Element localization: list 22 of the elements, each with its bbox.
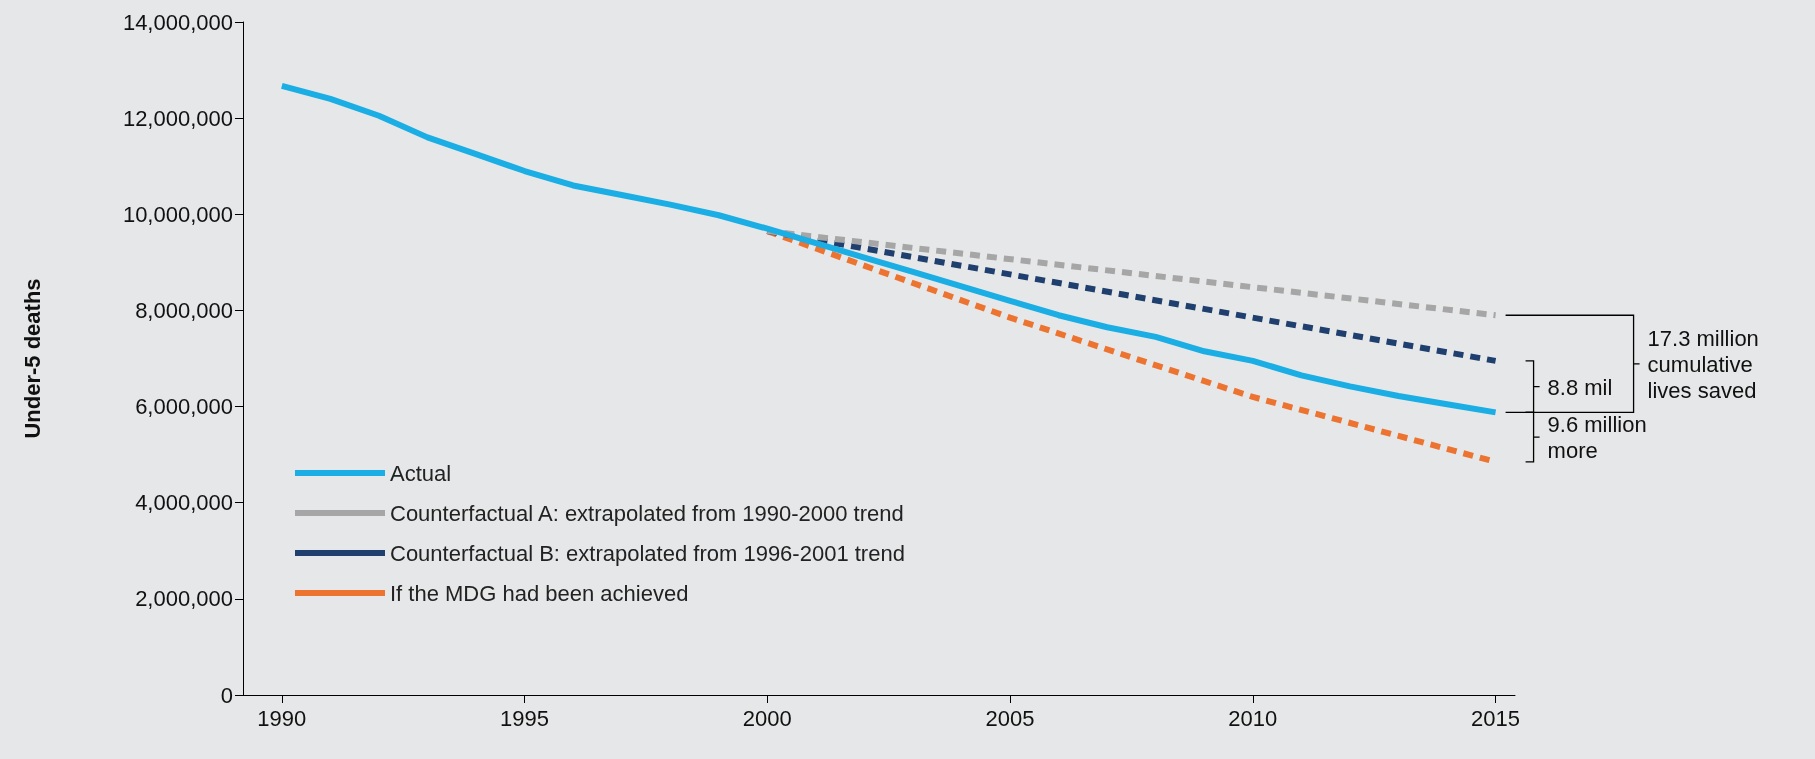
y-tick-label: 4,000,000 bbox=[135, 490, 233, 516]
y-tick-label: 12,000,000 bbox=[122, 105, 233, 131]
y-tick-label: 10,000,000 bbox=[122, 201, 233, 227]
text: 8.8 mil bbox=[1547, 374, 1613, 400]
text: 9.6 million more bbox=[1547, 412, 1647, 464]
y-tick-label: 8,000,000 bbox=[135, 297, 233, 323]
x-tick-label: 2010 bbox=[1228, 705, 1278, 731]
text: 17.3 million cumulative lives saved bbox=[1647, 325, 1759, 403]
legend-label: Actual bbox=[390, 460, 452, 486]
x-tick-label: 2015 bbox=[1471, 705, 1521, 731]
y-tick-label: 6,000,000 bbox=[135, 394, 233, 420]
y-axis-title: Under-5 deaths bbox=[19, 278, 45, 439]
legend-label: Counterfactual B: extrapolated from 1996-2001 trend bbox=[390, 540, 905, 566]
legend-label: Counterfactual A: extrapolated from 1990-2000 trend bbox=[390, 500, 904, 526]
x-tick-label: 1990 bbox=[257, 705, 307, 731]
legend-label: If the MDG had been achieved bbox=[390, 580, 689, 606]
y-tick-label: 14,000,000 bbox=[122, 9, 233, 35]
x-tick-label: 1995 bbox=[500, 705, 550, 731]
x-tick-label: 2005 bbox=[985, 705, 1035, 731]
x-tick-label: 2000 bbox=[742, 705, 792, 731]
y-tick-label: 2,000,000 bbox=[135, 586, 233, 612]
y-tick-label: 0 bbox=[220, 682, 233, 708]
